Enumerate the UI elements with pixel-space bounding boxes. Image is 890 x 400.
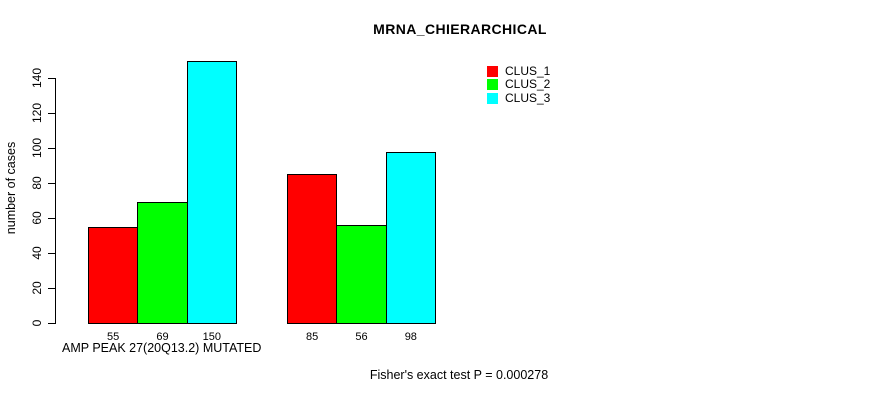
y-axis-line bbox=[55, 78, 56, 324]
legend-swatch bbox=[487, 92, 498, 104]
chart-title: MRNA_CHIERARCHICAL bbox=[373, 21, 547, 37]
bar-value-label: 55 bbox=[107, 331, 120, 343]
y-tick-label: 120 bbox=[30, 102, 44, 124]
legend-item: CLUS_1 bbox=[487, 65, 550, 78]
y-tick bbox=[48, 183, 55, 184]
bar-value-label: 69 bbox=[156, 331, 169, 343]
y-tick-label: 140 bbox=[30, 67, 44, 89]
y-tick bbox=[48, 78, 55, 79]
fisher-test-annotation: Fisher's exact test P = 0.000278 bbox=[369, 368, 549, 382]
bar bbox=[88, 226, 139, 324]
y-tick bbox=[48, 253, 55, 254]
y-tick-label: 80 bbox=[30, 176, 44, 190]
y-tick bbox=[48, 323, 55, 324]
bar bbox=[336, 225, 387, 324]
bar bbox=[385, 151, 436, 324]
legend-item: CLUS_3 bbox=[487, 90, 551, 105]
legend-item: CLUS_2 bbox=[487, 78, 550, 91]
y-tick-label: 0 bbox=[30, 319, 44, 327]
bar bbox=[137, 202, 188, 324]
y-tick bbox=[48, 218, 55, 219]
y-axis-label: number of cases bbox=[4, 141, 18, 235]
legend: CLUS_1 CLUS_2 CLUS_3 bbox=[487, 65, 550, 105]
y-tick bbox=[48, 148, 55, 149]
y-tick-label: 40 bbox=[30, 246, 44, 260]
y-tick-label: 60 bbox=[30, 211, 44, 225]
y-tick bbox=[48, 113, 55, 114]
bar-value-label: 150 bbox=[202, 331, 221, 343]
x-axis-label: AMP PEAK 27(20Q13.2) MUTATED bbox=[62, 341, 262, 355]
bar bbox=[186, 60, 237, 324]
y-tick-label: 20 bbox=[30, 281, 44, 295]
legend-label: CLUS_1 bbox=[505, 64, 551, 79]
legend-swatch bbox=[487, 66, 498, 78]
bar-value-label: 85 bbox=[306, 331, 319, 343]
bar bbox=[287, 174, 338, 324]
legend-swatch bbox=[487, 79, 498, 91]
legend-label: CLUS_3 bbox=[505, 90, 551, 105]
y-tick-label: 100 bbox=[30, 137, 44, 159]
legend-label: CLUS_2 bbox=[505, 77, 551, 92]
bar-value-label: 56 bbox=[355, 331, 368, 343]
y-tick bbox=[48, 288, 55, 289]
bar-value-label: 98 bbox=[404, 331, 417, 343]
